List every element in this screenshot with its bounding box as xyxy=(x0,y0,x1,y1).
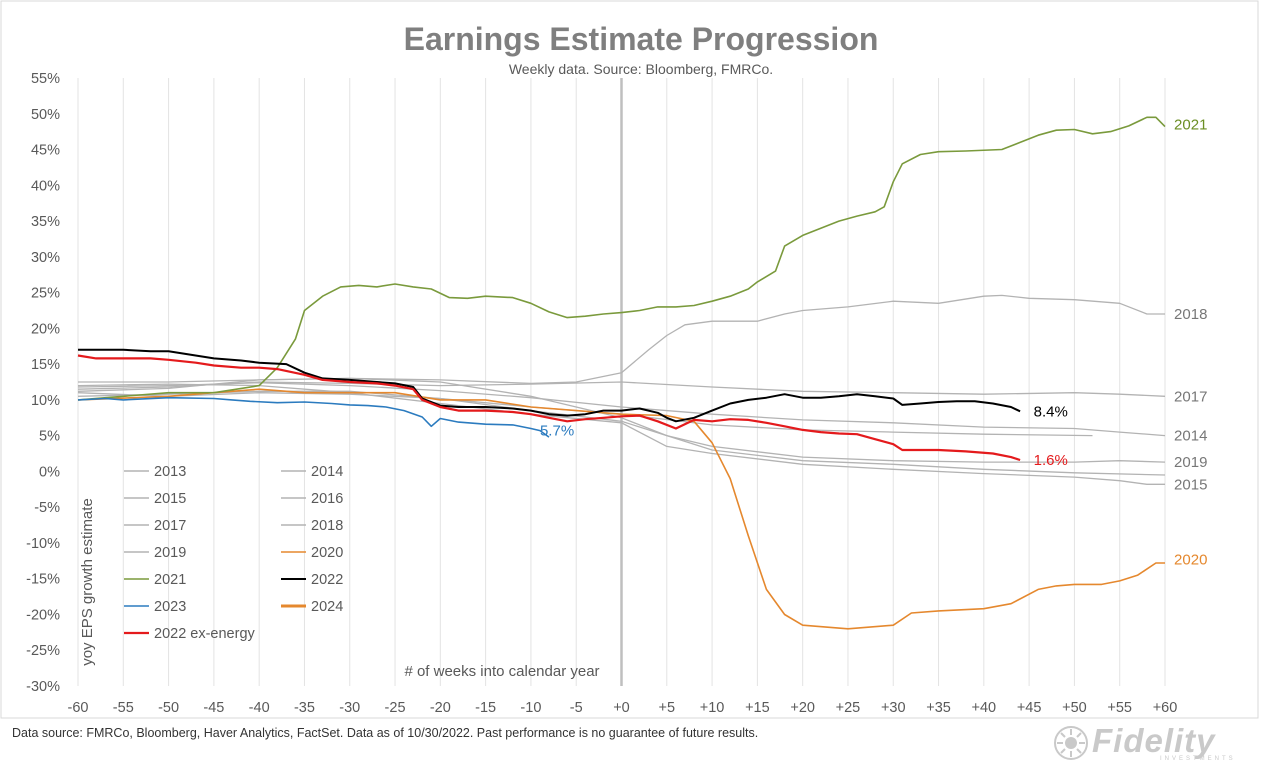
y-tick-label: 10% xyxy=(31,393,60,409)
x-tick-label: -40 xyxy=(249,700,270,716)
annotation-label: 2014 xyxy=(1174,428,1207,445)
x-tick-label: +20 xyxy=(790,700,815,716)
x-tick-label: -45 xyxy=(203,700,224,716)
x-tick-label: -55 xyxy=(113,700,134,716)
y-tick-label: -20% xyxy=(26,607,60,623)
x-tick-label: +35 xyxy=(926,700,951,716)
y-axis-title: yoy EPS growth estimate xyxy=(79,498,96,666)
legend-label: 2015 xyxy=(154,491,186,507)
y-tick-label: 5% xyxy=(39,429,60,445)
series-line-2018 xyxy=(77,294,1165,392)
x-tick-label: +55 xyxy=(1107,700,1132,716)
annotation-label: 2019 xyxy=(1174,454,1207,471)
series-line-2020 xyxy=(77,388,1165,630)
chart-svg: Earnings Estimate Progression Weekly data… xyxy=(0,0,1259,719)
y-tick-label: -5% xyxy=(34,500,60,516)
series-line-2019 xyxy=(78,377,1166,463)
annotation-label: 5.7% xyxy=(540,423,574,440)
x-axis-title: # of weeks into calendar year xyxy=(404,663,599,680)
y-tick-label: 50% xyxy=(31,107,60,123)
legend-label: 2022 xyxy=(311,572,343,588)
footnote: Data source: FMRCo, Bloomberg, Haver Ana… xyxy=(12,726,759,740)
legend-label: 2019 xyxy=(154,545,186,561)
x-tick-label: +0 xyxy=(613,700,630,716)
x-tick-label: -5 xyxy=(570,700,583,716)
series-line-2014 xyxy=(77,382,1166,437)
series-line-2016 xyxy=(77,392,1166,476)
x-tick-label: -35 xyxy=(294,700,315,716)
x-tick-label: +50 xyxy=(1062,700,1087,716)
y-tick-label: -30% xyxy=(26,679,60,695)
series-line-2022-ex-energy xyxy=(77,354,1021,462)
x-tick-label: +40 xyxy=(972,700,997,716)
legend-label: 2014 xyxy=(311,464,343,480)
y-tick-label: 45% xyxy=(31,143,60,159)
legend-label: 2017 xyxy=(154,518,186,534)
x-tick-label: +45 xyxy=(1017,700,1042,716)
annotation-label: 2018 xyxy=(1174,306,1207,323)
logo-wordmark: Fidelity xyxy=(1092,722,1216,759)
annotation-label: 2021 xyxy=(1174,116,1207,133)
x-tick-label: -50 xyxy=(158,700,179,716)
annotation-label: 2020 xyxy=(1174,551,1207,568)
x-tick-label: -60 xyxy=(68,700,89,716)
y-tick-label: 55% xyxy=(31,71,60,87)
chart-border xyxy=(0,0,1259,719)
logo-sun-icon xyxy=(1054,726,1088,760)
x-tick-label: +60 xyxy=(1153,700,1178,716)
annotation-label: 2015 xyxy=(1174,476,1207,493)
x-tick-label: +15 xyxy=(745,700,770,716)
legend-label: 2018 xyxy=(311,518,343,534)
y-tick-label: 40% xyxy=(31,178,60,194)
y-tick-label: 0% xyxy=(39,464,60,480)
x-tick-label: -25 xyxy=(385,700,406,716)
y-tick-label: 30% xyxy=(31,250,60,266)
y-tick-label: 35% xyxy=(31,214,60,230)
legend-label: 2024 xyxy=(311,599,343,615)
legend-label: 2021 xyxy=(154,572,186,588)
y-tick-label: 25% xyxy=(31,286,60,302)
y-tick-label: 15% xyxy=(31,357,60,373)
y-tick-label: -15% xyxy=(26,572,60,588)
legend-label: 2023 xyxy=(154,599,186,615)
logo-subtext: INVESTMENTS xyxy=(1160,756,1236,762)
annotation-label: 2017 xyxy=(1174,388,1207,405)
x-tick-label: -10 xyxy=(520,700,541,716)
x-tick-label: +25 xyxy=(836,700,861,716)
x-tick-label: -20 xyxy=(430,700,451,716)
x-tick-label: +10 xyxy=(700,700,725,716)
y-tick-label: 20% xyxy=(31,321,60,337)
series-line-2023 xyxy=(77,396,550,438)
fidelity-logo: Fidelity INVESTMENTS xyxy=(1052,722,1242,766)
series-line-2017 xyxy=(77,381,1166,397)
annotation-label: 8.4% xyxy=(1034,403,1068,420)
x-tick-label: +5 xyxy=(659,700,676,716)
series-line-2015 xyxy=(77,383,1165,485)
series-line-2021 xyxy=(77,116,1166,401)
y-tick-label: -10% xyxy=(26,536,60,552)
annotation-label: 1.6% xyxy=(1034,452,1068,469)
legend-label: 2013 xyxy=(154,464,186,480)
series-line-2022 xyxy=(78,348,1021,423)
legend-label: 2022 ex-energy xyxy=(154,626,256,642)
chart-subtitle: Weekly data. Source: Bloomberg, FMRCo. xyxy=(509,61,773,77)
x-tick-label: -15 xyxy=(475,700,496,716)
x-tick-label: -30 xyxy=(339,700,360,716)
y-tick-label: -25% xyxy=(26,643,60,659)
legend-label: 2016 xyxy=(311,491,343,507)
x-tick-label: +30 xyxy=(881,700,906,716)
legend-label: 2020 xyxy=(311,545,343,561)
chart-title: Earnings Estimate Progression xyxy=(404,21,879,57)
